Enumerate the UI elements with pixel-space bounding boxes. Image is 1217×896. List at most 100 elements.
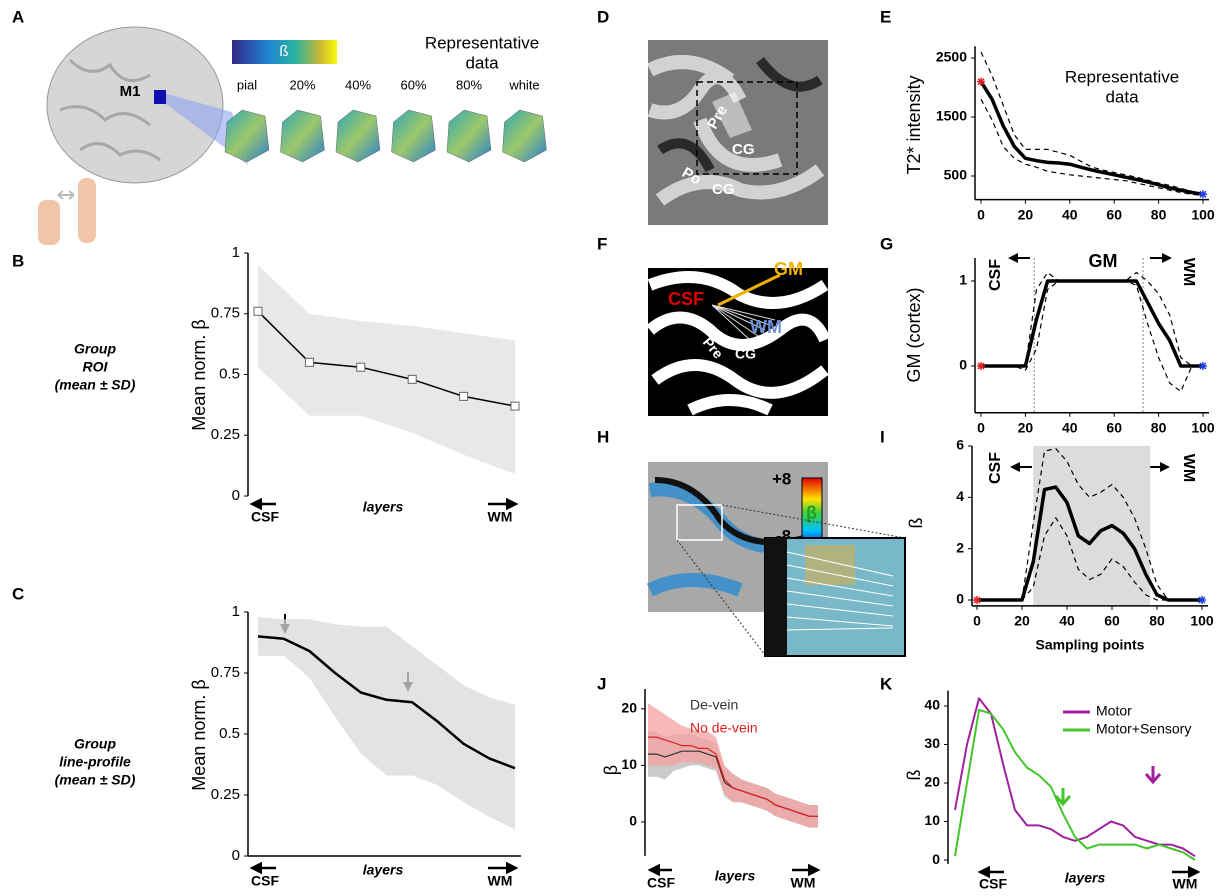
y-axis-title: GM (cortex) xyxy=(904,287,924,382)
note: Representative xyxy=(425,33,539,52)
data-line xyxy=(977,485,1202,602)
sd-bound xyxy=(980,51,1204,195)
y-tick-label: 2500 xyxy=(936,49,967,65)
data-marker xyxy=(510,401,520,411)
y-axis-title: β xyxy=(601,765,621,775)
legend-label: De-vein xyxy=(690,697,738,713)
x-end-label: CSF xyxy=(647,875,675,891)
y-tick-label: 0 xyxy=(956,591,964,607)
movement-arrow xyxy=(57,190,75,200)
y-tick-label: 1 xyxy=(959,272,967,288)
region-label: WM xyxy=(1180,258,1197,286)
y-tick-label: 500 xyxy=(944,167,968,183)
layer-label: white xyxy=(508,77,539,92)
zoom-box xyxy=(696,81,798,175)
panel-label: J xyxy=(597,674,606,693)
data-line xyxy=(979,80,1204,197)
panel-label: E xyxy=(880,7,891,26)
layer-label: 20% xyxy=(289,77,315,92)
panel-label: K xyxy=(880,674,893,693)
y-axis-title: T2* intensity xyxy=(904,75,924,174)
gyri xyxy=(59,58,161,162)
y-tick-label: 20 xyxy=(924,774,940,790)
x-axis-title: layers xyxy=(1065,870,1106,886)
y-tick-label: 30 xyxy=(924,735,940,751)
inset-patch xyxy=(805,545,855,585)
panel-label: B xyxy=(12,251,24,270)
x-end-label: WM xyxy=(791,875,816,891)
x-tick-label: 60 xyxy=(1106,206,1122,222)
gm-region xyxy=(1033,446,1151,606)
anatomy-label: CG xyxy=(735,346,756,362)
y-tick-label: 0.75 xyxy=(211,305,240,322)
inset-vessel xyxy=(765,538,787,656)
anatomy-label: CG xyxy=(732,141,755,158)
data-line xyxy=(648,736,818,817)
x-end-label: WM xyxy=(1173,876,1198,891)
x-axis-title: layers xyxy=(715,868,756,884)
mri-structure xyxy=(657,56,823,173)
layer-map xyxy=(224,109,270,163)
sampling-lines xyxy=(711,304,776,341)
layer-label: 40% xyxy=(345,77,371,92)
region-label: WM xyxy=(1180,454,1197,482)
row-label: (mean ± SD) xyxy=(55,772,136,788)
x-axis-title: layers xyxy=(363,499,404,515)
panel-d: D Pre CG Po CG xyxy=(597,7,828,225)
sd-band xyxy=(648,703,818,828)
x-end-label: CSF xyxy=(251,873,279,889)
y-axis-title: ß xyxy=(904,770,924,781)
row-label: (mean ± SD) xyxy=(55,377,136,393)
sampling-region xyxy=(712,92,752,138)
sd-bound xyxy=(981,271,1203,367)
annotation-arrow xyxy=(1054,788,1072,807)
endpoint-marker xyxy=(973,595,981,604)
y-tick-label: 0.75 xyxy=(211,664,240,681)
colorbar-label: ß xyxy=(279,43,288,60)
annotation-arrow xyxy=(1144,766,1162,785)
row-label: line-profile xyxy=(59,754,131,770)
x-axis-title: layers xyxy=(363,862,404,878)
x-tick-label: 0 xyxy=(973,613,981,629)
x-tick-label: 0 xyxy=(977,419,985,435)
region-label: CSF xyxy=(987,452,1004,484)
y-tick-label: 0 xyxy=(629,813,637,829)
layer-label: 60% xyxy=(400,77,426,92)
x-tick-label: 100 xyxy=(1191,206,1215,222)
tissue-label: CSF xyxy=(668,289,704,309)
y-tick-label: 0 xyxy=(932,851,940,867)
y-tick-label: 1500 xyxy=(936,108,967,124)
data-marker xyxy=(304,357,314,367)
endpoint-marker xyxy=(1199,361,1207,370)
layer-map xyxy=(446,109,492,163)
y-axis-title: Mean norm. β xyxy=(189,679,209,790)
panel-a: A M1 ß Representative data pial 20% 40% 60%… xyxy=(12,7,547,245)
zoom-connector xyxy=(676,504,906,656)
row-label: Group xyxy=(74,341,116,357)
x-tick-label: 60 xyxy=(1104,613,1120,629)
endpoint-marker xyxy=(1199,190,1207,199)
zoom-box xyxy=(676,504,723,541)
y-tick-label: 0.25 xyxy=(211,426,240,443)
x-tick-label: 40 xyxy=(1062,419,1078,435)
panel-label: F xyxy=(597,234,607,253)
y-tick-label: 20 xyxy=(621,700,637,716)
x-tick-label: 20 xyxy=(1014,613,1030,629)
x-tick-label: 100 xyxy=(1190,613,1214,629)
x-tick-label: 80 xyxy=(1149,613,1165,629)
y-axis-title: Mean norm. β xyxy=(189,319,209,430)
data-line xyxy=(954,697,1196,858)
pointer xyxy=(717,273,781,307)
x-tick-label: 0 xyxy=(977,206,985,222)
y-axis-title: ß xyxy=(906,518,926,529)
x-tick-label: 60 xyxy=(1106,419,1122,435)
y-tick-label: 40 xyxy=(924,697,940,713)
data-line xyxy=(257,310,516,407)
note: Representative xyxy=(1065,67,1179,86)
panel-label: C xyxy=(12,584,24,603)
x-end-label: WM xyxy=(488,873,513,889)
layer-map xyxy=(280,109,325,163)
panel-label: G xyxy=(880,234,893,253)
panel-h: H +8 β -8 xyxy=(597,427,906,657)
